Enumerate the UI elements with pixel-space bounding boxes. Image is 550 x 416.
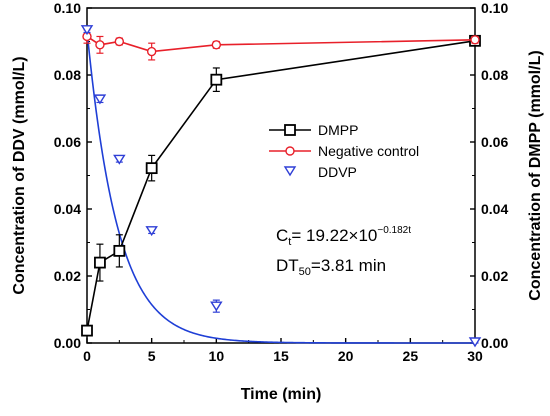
- legend-negative-control-label: Negative control: [318, 143, 419, 159]
- fit-equation-c-sub: t: [288, 236, 291, 248]
- dt50-main: DT: [276, 256, 299, 275]
- y-tick-label-left: 0.10: [54, 0, 81, 16]
- y-tick-label-right: 0.00: [481, 335, 508, 351]
- fit-equation-c: C: [276, 226, 288, 245]
- y-tick-label-left: 0.06: [54, 134, 81, 150]
- legend-ddvp-marker: [283, 166, 297, 177]
- series-layer: [80, 25, 482, 348]
- point-ddvp: [468, 337, 482, 348]
- point-ddvp: [113, 154, 126, 165]
- y-tick-label-left: 0.04: [54, 201, 81, 217]
- series-ddvp: [80, 25, 482, 348]
- dt50-annotation: DT50=3.81 min: [276, 256, 386, 278]
- point-dmpp: [145, 162, 158, 175]
- legend: DMPP Negative control DDVP: [269, 122, 419, 180]
- x-tick-label: 15: [273, 348, 289, 364]
- fit-equation-exponent: −0.182t: [377, 225, 411, 236]
- point-ddvp: [93, 94, 107, 105]
- series-negative-control: [82, 29, 480, 61]
- legend-dmpp-label: DMPP: [318, 122, 358, 138]
- y-axis-title-right: Concentration of DMPP (mmol/L): [527, 50, 544, 300]
- y-tick-label-right: 0.10: [481, 0, 508, 16]
- x-tick-label: 5: [148, 348, 156, 364]
- legend-ddvp-label: DDVP: [318, 164, 357, 180]
- x-tick-label: 25: [403, 348, 419, 364]
- dt50-value: =3.81 min: [311, 256, 386, 275]
- y-tick-label-right: 0.06: [481, 134, 508, 150]
- y-tick-label-right: 0.08: [481, 67, 508, 83]
- point-negative-control: [114, 36, 125, 47]
- y-tick-label-left: 0.02: [54, 268, 81, 284]
- x-tick-label: 10: [209, 348, 225, 364]
- plot-frame: [86, 7, 476, 344]
- legend-negative-control-marker: [285, 146, 295, 156]
- point-negative-control: [95, 40, 105, 50]
- point-dmpp: [81, 324, 93, 337]
- series-line-dmpp: [86, 40, 476, 331]
- point-negative-control: [146, 46, 157, 57]
- y-tick-label-left: 0.08: [54, 67, 81, 83]
- x-tick-label: 0: [83, 348, 91, 364]
- fit-layer: [86, 30, 475, 344]
- legend-dmpp-marker: [284, 124, 296, 136]
- x-tick-label: 30: [467, 348, 483, 364]
- point-negative-control: [470, 35, 480, 45]
- point-ddvp: [145, 226, 158, 237]
- y-axis-title-left: Concentration of DDV (mmol/L): [11, 56, 28, 294]
- point-dmpp: [94, 256, 106, 269]
- point-dmpp: [113, 244, 126, 257]
- point-dmpp: [210, 73, 223, 86]
- point-ddvp: [80, 25, 94, 36]
- fit-equation: Ct= 19.22×10−0.182t: [276, 225, 411, 248]
- fit-curve: [86, 30, 475, 344]
- y-tick-label-right: 0.02: [481, 268, 508, 284]
- dt50-sub: 50: [299, 266, 311, 278]
- ticks-layer: 0 5 10 15 20 25 300.00 0.000.02 0.020.04 0.040.06…: [54, 0, 509, 364]
- point-negative-control: [211, 40, 222, 50]
- x-axis-title: Time (min): [241, 386, 322, 403]
- fit-equation-body: = 19.22×10: [291, 226, 377, 245]
- y-tick-label-right: 0.04: [481, 201, 508, 217]
- point-ddvp: [210, 301, 223, 312]
- x-tick-label: 20: [338, 348, 354, 364]
- y-tick-label-left: 0.00: [54, 335, 81, 351]
